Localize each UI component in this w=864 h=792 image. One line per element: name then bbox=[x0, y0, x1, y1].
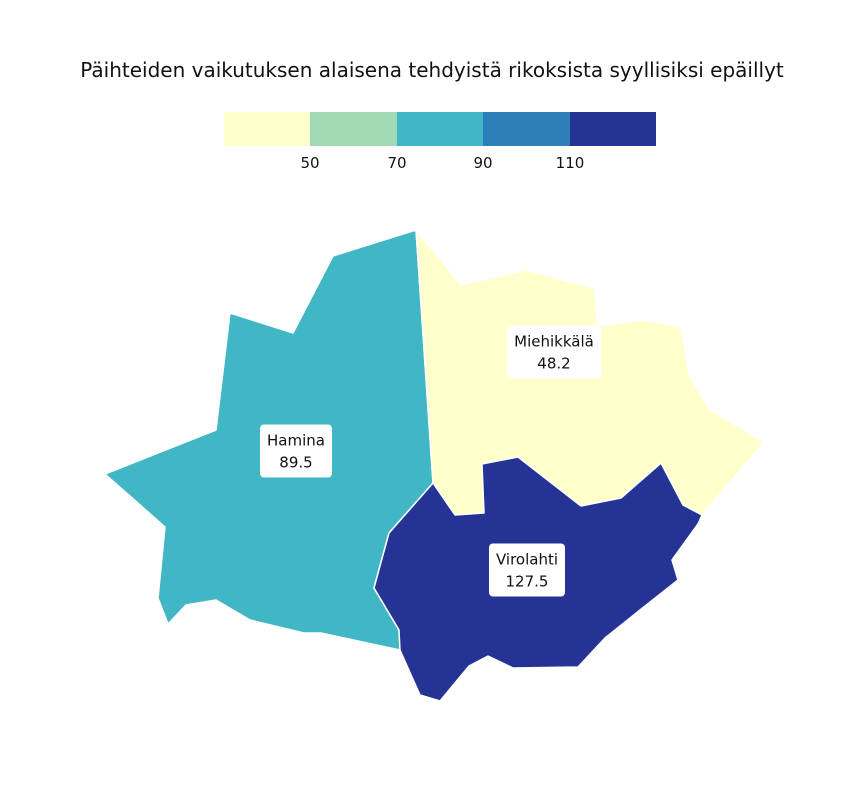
region-value-miehikkala: 48.2 bbox=[537, 354, 571, 373]
legend-swatch-1 bbox=[224, 112, 311, 146]
color-legend: 50 70 90 110 bbox=[224, 112, 657, 182]
region-label-hamina: Hamina 89.5 bbox=[260, 424, 332, 478]
region-value-hamina: 89.5 bbox=[279, 453, 313, 472]
legend-tick-110: 110 bbox=[555, 154, 585, 172]
legend-swatch-5 bbox=[569, 112, 657, 146]
legend-tick-70: 70 bbox=[387, 154, 407, 172]
region-label-virolahti: Virolahti 127.5 bbox=[488, 543, 566, 597]
region-name-hamina: Hamina bbox=[267, 431, 325, 450]
legend-swatch-3 bbox=[396, 112, 484, 146]
legend-tick-50: 50 bbox=[300, 154, 320, 172]
region-label-miehikkala: Miehikkälä 48.2 bbox=[507, 325, 601, 379]
region-name-miehikkala: Miehikkälä bbox=[514, 332, 594, 351]
legend-swatch-2 bbox=[310, 112, 397, 146]
legend-bar bbox=[224, 112, 657, 146]
legend-tick-90: 90 bbox=[473, 154, 493, 172]
map-title: Päihteiden vaikutuksen alaisena tehdyist… bbox=[80, 58, 784, 82]
region-value-virolahti: 127.5 bbox=[505, 572, 549, 591]
legend-swatch-4 bbox=[483, 112, 570, 146]
region-name-virolahti: Virolahti bbox=[495, 550, 559, 569]
